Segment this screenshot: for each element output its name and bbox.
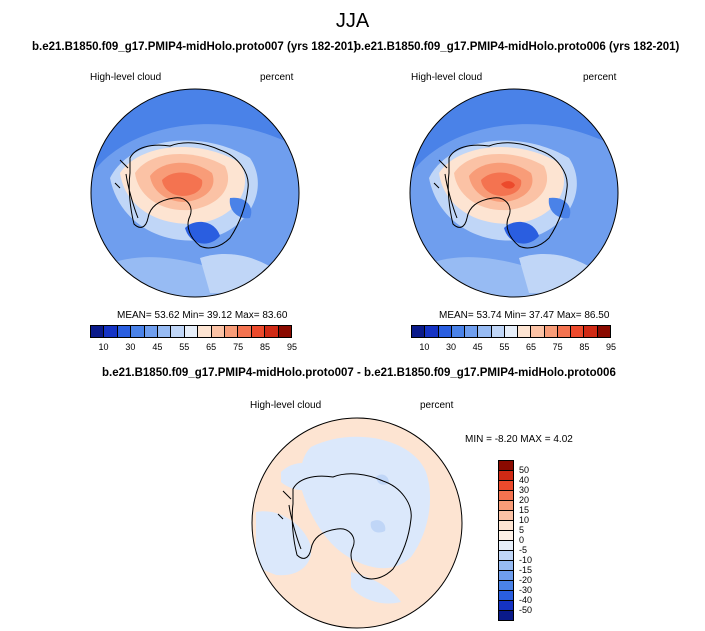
colorbar-tick-label: 85 — [260, 342, 271, 352]
diff-colorbar-tick-label: -5 — [519, 545, 528, 556]
colorbar-swatch — [117, 326, 132, 337]
diff-colorbar-tick-label: 10 — [519, 514, 530, 525]
colorbar-swatch — [412, 326, 426, 337]
colorbar-tick-label: 55 — [499, 342, 510, 352]
panel1-variable-label: High-level cloud — [90, 72, 162, 83]
colorbar-swatch — [238, 326, 252, 337]
diff-colorbar-swatch — [499, 511, 513, 521]
colorbar-tick-label: 10 — [98, 342, 109, 352]
colorbar-swatch — [425, 326, 439, 337]
colorbar-tick-label: 30 — [125, 342, 136, 352]
colorbar-swatch — [144, 326, 159, 337]
diff-colorbar-tick-label: -10 — [519, 555, 533, 566]
panel1-colorbar — [90, 325, 292, 338]
diff-colorbar-swatch — [499, 491, 513, 501]
diff-colorbar-tick-label: 0 — [519, 535, 525, 545]
diff-polar-map — [251, 417, 463, 629]
diff-colorbar-tick-label: -20 — [519, 575, 533, 586]
colorbar-tick-label: 65 — [525, 342, 536, 352]
colorbar-tick-label: 95 — [605, 342, 616, 352]
colorbar-swatch — [451, 326, 466, 337]
colorbar-swatch — [158, 326, 172, 337]
diff-colorbar-swatch — [499, 461, 513, 471]
colorbar-swatch — [465, 326, 479, 337]
panel1-units-label: percent — [260, 72, 294, 83]
panel2-units-label: percent — [583, 72, 617, 83]
colorbar-tick-label: 45 — [472, 342, 483, 352]
panel2-polar-map — [409, 88, 619, 298]
panel1-stats: MEAN= 53.62 Min= 39.12 Max= 83.60 — [117, 310, 288, 321]
colorbar-swatch — [571, 326, 585, 337]
diff-colorbar-tick-label: 40 — [519, 474, 530, 485]
diff-colorbar-tick-label: 20 — [519, 494, 530, 505]
diff-title: b.e21.B1850.f09_g17.PMIP4-midHolo.proto0… — [102, 367, 616, 379]
colorbar-swatch — [504, 326, 519, 337]
diff-colorbar-tick-label: -40 — [519, 595, 533, 606]
colorbar-swatch — [491, 326, 505, 337]
diff-units-label: percent — [420, 400, 454, 411]
diff-colorbar-swatch — [499, 571, 513, 581]
panel2-stats: MEAN= 53.74 Min= 37.47 Max= 86.50 — [439, 310, 610, 321]
diff-colorbar-swatch — [499, 561, 513, 571]
panel1-case-title: b.e21.B1850.f09_g17.PMIP4-midHolo.proto0… — [32, 41, 358, 53]
colorbar-swatch — [478, 326, 492, 337]
diff-colorbar-swatch — [499, 601, 513, 611]
diff-colorbar-swatch — [499, 471, 513, 481]
diff-colorbar-swatch — [499, 551, 513, 561]
diff-variable-label: High-level cloud — [250, 400, 322, 411]
diff-colorbar-swatch — [499, 531, 513, 541]
diff-colorbar-tick-label: 30 — [519, 484, 530, 495]
diff-colorbar-tick-label: -30 — [519, 585, 533, 596]
colorbar-swatch — [584, 326, 598, 337]
diff-colorbar-tick-label: 15 — [519, 504, 530, 515]
diff-colorbar-swatch — [499, 591, 513, 601]
colorbar-swatch — [518, 326, 532, 337]
colorbar-tick-label: 75 — [552, 342, 563, 352]
diff-colorbar-swatch — [499, 501, 513, 511]
panel2-case-title: b.e21.B1850.f09_g17.PMIP4-midHolo.proto0… — [354, 41, 680, 53]
colorbar-swatch — [171, 326, 185, 337]
colorbar-tick-label: 95 — [286, 342, 297, 352]
diff-colorbar-tick-label: -50 — [519, 605, 533, 616]
colorbar-tick-label: 45 — [152, 342, 163, 352]
panel1-polar-map — [90, 88, 300, 298]
diff-colorbar-tick-label: -15 — [519, 565, 533, 576]
colorbar-swatch — [557, 326, 572, 337]
colorbar-swatch — [104, 326, 118, 337]
colorbar-swatch — [265, 326, 279, 337]
colorbar-swatch — [211, 326, 226, 337]
colorbar-swatch — [597, 326, 610, 337]
colorbar-tick-label: 10 — [419, 342, 430, 352]
colorbar-swatch — [225, 326, 239, 337]
diff-colorbar — [498, 460, 514, 621]
diff-colorbar-swatch — [499, 611, 513, 620]
season-title: JJA — [335, 10, 370, 32]
diff-colorbar-swatch — [499, 521, 513, 531]
colorbar-tick-label: 75 — [233, 342, 244, 352]
colorbar-tick-label: 30 — [445, 342, 456, 352]
colorbar-swatch — [251, 326, 266, 337]
colorbar-swatch — [91, 326, 105, 337]
colorbar-swatch — [278, 326, 292, 337]
colorbar-tick-label: 85 — [579, 342, 590, 352]
colorbar-swatch — [544, 326, 558, 337]
colorbar-swatch — [531, 326, 545, 337]
colorbar-swatch — [131, 326, 145, 337]
colorbar-tick-label: 55 — [179, 342, 190, 352]
colorbar-swatch — [184, 326, 199, 337]
diff-colorbar-swatch — [499, 481, 513, 491]
colorbar-swatch — [438, 326, 452, 337]
panel2-variable-label: High-level cloud — [411, 72, 483, 83]
colorbar-swatch — [198, 326, 212, 337]
panel2-colorbar — [411, 325, 611, 338]
diff-colorbar-tick-label: 5 — [519, 524, 525, 535]
diff-colorbar-tick-label: 50 — [519, 464, 530, 475]
diff-stats: MIN = -8.20 MAX = 4.02 — [465, 434, 573, 445]
diff-colorbar-swatch — [499, 581, 513, 591]
colorbar-tick-label: 65 — [206, 342, 217, 352]
diff-colorbar-swatch — [499, 541, 513, 551]
